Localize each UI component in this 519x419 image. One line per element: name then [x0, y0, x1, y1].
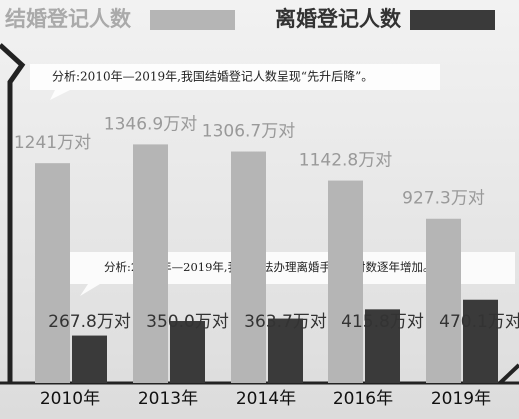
frame [0, 43, 26, 383]
bar [365, 309, 400, 383]
frame [498, 363, 519, 385]
x-tick-label: 2010年 [40, 389, 100, 409]
x-tick-label: 2019年 [431, 389, 491, 409]
callout-box [60, 252, 515, 296]
bar [35, 163, 70, 383]
bar [268, 318, 303, 383]
value-label: 1142.8万对 [299, 151, 392, 171]
value-label: 267.8万对 [48, 312, 131, 332]
bar [72, 335, 107, 383]
bar [170, 321, 205, 383]
value-label: 1346.9万对 [104, 114, 197, 134]
callout-box [30, 64, 440, 100]
value-label: 350.0万对 [146, 312, 229, 332]
value-label: 363.7万对 [244, 312, 327, 332]
legend-swatch [150, 10, 235, 30]
bar [231, 151, 266, 383]
value-label: 1306.7万对 [202, 122, 295, 142]
bar [133, 144, 168, 383]
value-label: 415.8万对 [341, 312, 424, 332]
legend-label: 离婚登记人数 [275, 7, 402, 31]
legend-swatch [410, 10, 495, 30]
value-label: 927.3万对 [402, 189, 485, 209]
bar [463, 299, 498, 383]
legend-label: 结婚登记人数 [5, 7, 132, 31]
x-tick-label: 2014年 [236, 389, 296, 409]
x-tick-label: 2016年 [333, 389, 393, 409]
value-label: 470.1万对 [439, 312, 519, 332]
bar [426, 218, 461, 383]
value-label: 1241万对 [14, 133, 91, 153]
annotation: 分析:2010年—2019年,我国结婚登记人数呈现“先升后降”。 [52, 69, 373, 84]
x-tick-label: 2013年 [138, 389, 198, 409]
bar [328, 180, 363, 383]
